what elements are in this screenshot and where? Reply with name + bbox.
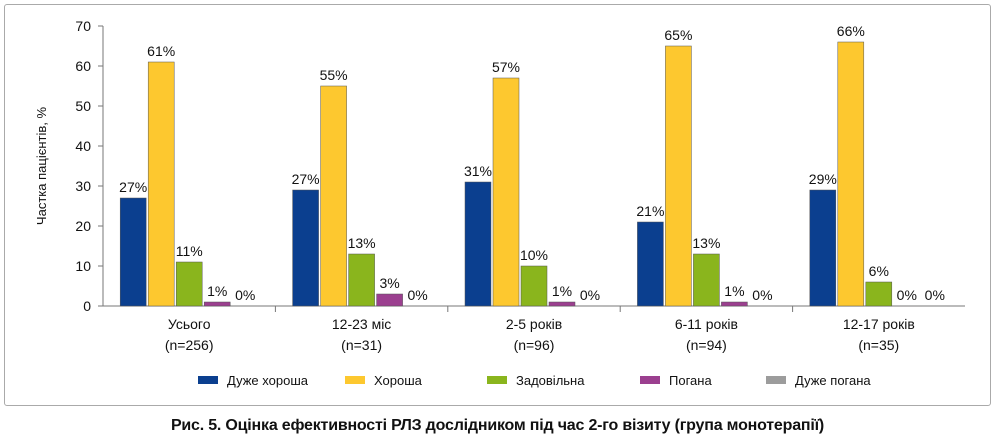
- y-tick-label: 20: [75, 218, 91, 234]
- data-label: 0%: [752, 287, 772, 303]
- legend-label: Хороша: [374, 373, 423, 388]
- bar-chart: 0 10 20 30 40 50 60 70 Частка пацієнтів, % Усього…: [34, 18, 965, 388]
- bar: [147, 61, 175, 307]
- bar: [119, 197, 147, 307]
- bar: [520, 265, 548, 307]
- data-label: 0%: [925, 287, 945, 303]
- figure-caption: Рис. 5. Оцінка ефективності РЛЗ дослідни…: [170, 417, 825, 434]
- bar: [175, 261, 203, 307]
- y-tick-label: 40: [75, 138, 91, 154]
- legend-label: Дуже погана: [795, 373, 871, 388]
- bar: [865, 281, 893, 307]
- y-tick-label: 10: [75, 258, 91, 274]
- data-label: 0%: [580, 287, 600, 303]
- y-tick-label: 70: [75, 18, 91, 34]
- bar: [721, 301, 748, 307]
- y-tick-label: 0: [83, 298, 91, 314]
- data-label: 27%: [119, 179, 147, 195]
- data-label: 65%: [664, 27, 692, 43]
- bar: [492, 77, 520, 307]
- x-tick-label-n: (n=256): [165, 337, 214, 353]
- bar: [548, 301, 576, 307]
- bar: [292, 189, 319, 307]
- data-label: 1%: [552, 283, 572, 299]
- data-label: 10%: [520, 247, 548, 263]
- data-label: 1%: [207, 283, 227, 299]
- data-label: 31%: [464, 163, 492, 179]
- bar: [348, 253, 375, 307]
- data-label: 61%: [147, 43, 175, 59]
- data-label: 13%: [692, 235, 720, 251]
- x-tick-label: 2-5 років: [506, 316, 562, 332]
- legend-swatch: [640, 376, 660, 384]
- x-tick-label: Усього: [168, 316, 211, 332]
- data-label: 55%: [320, 67, 348, 83]
- y-tick-label: 30: [75, 178, 91, 194]
- legend-swatch: [487, 376, 507, 384]
- bar: [665, 45, 692, 307]
- data-label: 1%: [724, 283, 744, 299]
- x-tick-label-n: (n=31): [341, 337, 382, 353]
- legend-label: Погана: [669, 373, 712, 388]
- bar: [464, 181, 492, 307]
- data-label: 0%: [897, 287, 917, 303]
- data-label: 21%: [636, 203, 664, 219]
- x-tick-label-n: (n=35): [858, 337, 899, 353]
- data-label: 13%: [348, 235, 376, 251]
- legend-swatch: [345, 376, 365, 384]
- y-tick-label: 50: [75, 98, 91, 114]
- bar: [320, 85, 347, 307]
- chart-frame: [4, 4, 991, 406]
- legend-swatch: [766, 376, 786, 384]
- data-label: 29%: [809, 171, 837, 187]
- data-label: 6%: [869, 263, 889, 279]
- x-tick-label: 12-23 міс: [332, 316, 391, 332]
- bar: [637, 221, 664, 307]
- legend-swatch: [198, 376, 218, 384]
- y-axis-label: Частка пацієнтів, %: [34, 107, 49, 226]
- bar: [203, 301, 231, 307]
- data-label: 57%: [492, 59, 520, 75]
- y-tick-label: 60: [75, 58, 91, 74]
- data-label: 3%: [379, 275, 399, 291]
- x-tick-label: 6-11 років: [675, 316, 738, 332]
- x-tick-label-n: (n=96): [514, 337, 555, 353]
- bar: [376, 293, 403, 307]
- data-label: 27%: [292, 171, 320, 187]
- x-tick-label-n: (n=94): [686, 337, 727, 353]
- data-label: 0%: [407, 287, 427, 303]
- x-tick-label: 12-17 років: [843, 316, 915, 332]
- data-label: 11%: [176, 243, 203, 259]
- legend-label: Задовільна: [516, 373, 585, 388]
- data-label: 0%: [235, 287, 255, 303]
- bar: [693, 253, 720, 307]
- bar: [837, 41, 865, 307]
- data-label: 66%: [837, 23, 865, 39]
- bar: [809, 189, 837, 307]
- legend-label: Дуже хороша: [227, 373, 309, 388]
